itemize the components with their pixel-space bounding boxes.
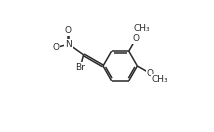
Text: O: O — [146, 69, 153, 78]
Text: CH₃: CH₃ — [152, 75, 169, 84]
Text: N: N — [65, 40, 72, 49]
Text: O: O — [52, 43, 59, 52]
Text: O: O — [65, 27, 72, 36]
Text: O: O — [132, 34, 140, 43]
Text: CH₃: CH₃ — [134, 24, 150, 33]
Text: Br: Br — [75, 63, 85, 72]
